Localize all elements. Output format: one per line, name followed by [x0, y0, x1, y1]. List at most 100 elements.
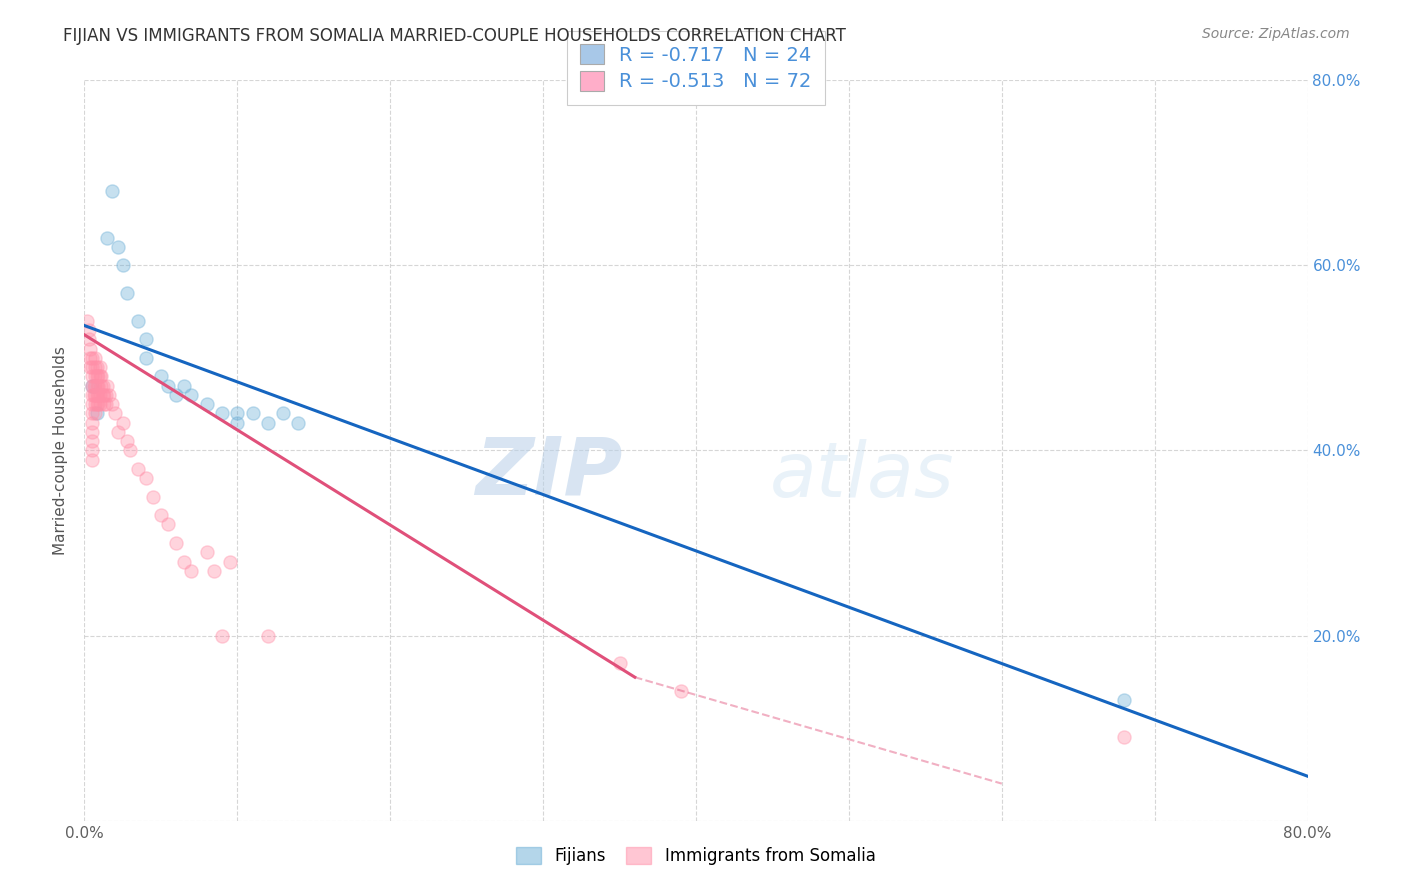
Point — [218, 554, 240, 569]
Point — [87, 397, 110, 411]
Point — [226, 407, 249, 421]
Point — [80, 452, 103, 467]
Text: Source: ZipAtlas.com: Source: ZipAtlas.com — [1202, 27, 1350, 41]
Point — [86, 378, 108, 392]
Text: ZIP: ZIP — [475, 434, 623, 512]
Point — [94, 397, 117, 411]
Point — [93, 388, 115, 402]
Point — [91, 378, 114, 392]
Point — [127, 314, 149, 328]
Point — [80, 397, 103, 411]
Point — [96, 378, 118, 392]
Point — [195, 545, 218, 559]
Point — [195, 397, 218, 411]
Point — [97, 388, 120, 402]
Point — [149, 508, 172, 523]
Point — [1114, 693, 1136, 707]
Point — [84, 360, 107, 375]
Point — [135, 332, 157, 346]
Point — [90, 378, 112, 392]
Point — [80, 443, 103, 458]
Text: atlas: atlas — [769, 440, 953, 514]
Point — [77, 323, 100, 337]
Point — [111, 416, 134, 430]
Point — [226, 416, 249, 430]
Point — [84, 397, 107, 411]
Point — [80, 416, 103, 430]
Point — [180, 564, 202, 578]
Point — [80, 388, 103, 402]
Point — [107, 425, 129, 439]
Point — [242, 407, 264, 421]
Point — [115, 434, 138, 449]
Point — [135, 351, 157, 365]
Point — [80, 360, 103, 375]
Point — [84, 369, 107, 384]
Point — [77, 332, 100, 346]
Point — [111, 259, 134, 273]
Point — [84, 378, 107, 392]
Point — [211, 407, 233, 421]
Point — [86, 397, 108, 411]
Point — [83, 388, 105, 402]
Point — [86, 407, 108, 421]
Point — [80, 434, 103, 449]
Point — [165, 536, 187, 550]
Point — [180, 388, 202, 402]
Point — [80, 407, 103, 421]
Point — [80, 369, 103, 384]
Point — [115, 286, 138, 301]
Point — [173, 378, 195, 392]
Point — [202, 564, 225, 578]
Point — [90, 369, 112, 384]
Point — [107, 240, 129, 254]
Point — [1114, 731, 1136, 745]
Point — [127, 462, 149, 476]
Text: FIJIAN VS IMMIGRANTS FROM SOMALIA MARRIED-COUPLE HOUSEHOLDS CORRELATION CHART: FIJIAN VS IMMIGRANTS FROM SOMALIA MARRIE… — [63, 27, 846, 45]
Point — [149, 369, 172, 384]
Point — [173, 554, 195, 569]
Point — [257, 628, 280, 642]
Point — [80, 425, 103, 439]
Point — [96, 230, 118, 244]
Point — [86, 388, 108, 402]
Point — [80, 378, 103, 392]
Point — [87, 369, 110, 384]
Point — [79, 351, 101, 365]
Point — [91, 388, 114, 402]
Y-axis label: Married-couple Households: Married-couple Households — [53, 346, 69, 555]
Point — [84, 351, 107, 365]
Point — [86, 360, 108, 375]
Point — [87, 388, 110, 402]
Point — [94, 388, 117, 402]
Point — [211, 628, 233, 642]
Point — [89, 388, 111, 402]
Point — [87, 378, 110, 392]
Point — [271, 407, 294, 421]
Point — [84, 407, 107, 421]
Point — [104, 407, 127, 421]
Point — [83, 378, 105, 392]
Point — [89, 360, 111, 375]
Point — [80, 351, 103, 365]
Point — [157, 378, 180, 392]
Point — [89, 369, 111, 384]
Point — [84, 388, 107, 402]
Point — [257, 416, 280, 430]
Point — [135, 471, 157, 485]
Point — [101, 184, 124, 198]
Point — [89, 397, 111, 411]
Point — [101, 397, 124, 411]
Point — [669, 684, 692, 698]
Point — [165, 388, 187, 402]
Legend: Fijians, Immigrants from Somalia: Fijians, Immigrants from Somalia — [510, 840, 882, 871]
Point — [79, 360, 101, 375]
Point — [80, 378, 103, 392]
Point — [142, 490, 165, 504]
Point — [93, 397, 115, 411]
Point — [76, 314, 98, 328]
Point — [86, 369, 108, 384]
Point — [120, 443, 142, 458]
Point — [157, 517, 180, 532]
Point — [287, 416, 309, 430]
